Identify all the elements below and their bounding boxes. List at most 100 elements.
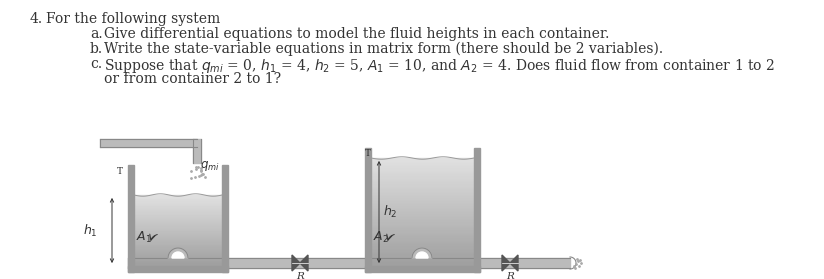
Bar (371, 261, 474, 263)
Bar (134, 207, 222, 209)
Polygon shape (300, 255, 308, 271)
Bar (371, 180, 474, 182)
Text: T: T (365, 149, 371, 158)
Bar (371, 252, 474, 255)
Bar (371, 239, 474, 242)
Bar (371, 174, 474, 177)
Bar (134, 230, 222, 232)
Bar (134, 213, 222, 215)
Bar (371, 225, 474, 228)
Bar (128, 266, 228, 272)
Bar (134, 215, 222, 216)
Bar (134, 209, 222, 211)
Bar (134, 225, 222, 227)
Text: $h_1$: $h_1$ (83, 222, 98, 239)
Bar (100, 139, 197, 147)
Bar (134, 257, 222, 259)
Bar (371, 231, 474, 234)
Polygon shape (502, 255, 510, 271)
Text: b.: b. (90, 42, 103, 56)
Bar (371, 207, 474, 209)
Bar (371, 263, 474, 266)
Text: R: R (296, 272, 304, 279)
Bar (134, 197, 222, 199)
Bar (371, 258, 474, 261)
Polygon shape (292, 255, 300, 271)
Bar (371, 209, 474, 212)
Bar (134, 250, 222, 252)
Bar (371, 212, 474, 215)
Bar (134, 202, 222, 204)
Bar (134, 245, 222, 246)
Bar (371, 166, 474, 169)
Bar (371, 172, 474, 174)
Bar (134, 199, 222, 200)
Wedge shape (416, 252, 428, 258)
Bar (134, 259, 222, 261)
Bar (371, 163, 474, 166)
Polygon shape (510, 255, 518, 271)
Bar (134, 236, 222, 238)
Bar (371, 185, 474, 188)
Bar (134, 206, 222, 207)
Bar (371, 217, 474, 220)
Bar (134, 200, 222, 202)
Bar (371, 223, 474, 225)
Bar (371, 193, 474, 196)
Bar (371, 250, 474, 252)
Bar (134, 264, 222, 266)
Text: R: R (506, 272, 514, 279)
Bar (134, 252, 222, 254)
Bar (134, 216, 222, 218)
Bar (371, 201, 474, 204)
Bar (474, 148, 480, 272)
Bar (371, 182, 474, 185)
Bar (371, 161, 474, 163)
Bar (371, 204, 474, 207)
Wedge shape (168, 248, 188, 258)
Bar (371, 158, 474, 161)
Bar (134, 239, 222, 241)
Bar (371, 169, 474, 172)
Bar (371, 228, 474, 231)
Bar (134, 222, 222, 223)
Bar (371, 196, 474, 198)
Text: $A_1$: $A_1$ (136, 230, 152, 245)
Bar (371, 247, 474, 250)
Bar (134, 218, 222, 220)
Bar (134, 204, 222, 206)
Bar (371, 220, 474, 223)
Text: $h_2$: $h_2$ (383, 204, 397, 220)
Bar (371, 236, 474, 239)
Text: Suppose that $q_{mi}$ = 0, $h_1$ = 4, $h_2$ = 5, $A_1$ = 10, and $A_2$ = 4. Does: Suppose that $q_{mi}$ = 0, $h_1$ = 4, $h… (104, 57, 775, 75)
Text: 4.: 4. (30, 12, 43, 26)
Bar (134, 263, 222, 264)
Text: For the following system: For the following system (46, 12, 220, 26)
Bar (134, 261, 222, 263)
Text: Give differential equations to model the fluid heights in each container.: Give differential equations to model the… (104, 27, 610, 41)
Text: $q_{mi}$: $q_{mi}$ (200, 159, 220, 173)
Bar (134, 243, 222, 245)
Bar (134, 227, 222, 229)
Bar (371, 244, 474, 247)
Text: c.: c. (90, 57, 102, 71)
Bar (365, 266, 480, 272)
Text: T: T (117, 167, 123, 176)
Bar (193, 139, 201, 163)
Bar (134, 254, 222, 255)
Bar (134, 220, 222, 222)
Text: a.: a. (90, 27, 103, 41)
Bar (134, 195, 222, 197)
Bar (134, 232, 222, 234)
Bar (371, 190, 474, 193)
Bar (371, 234, 474, 236)
Bar (134, 246, 222, 248)
Bar (134, 248, 222, 250)
Bar (134, 238, 222, 239)
Bar (371, 242, 474, 244)
Bar (371, 198, 474, 201)
Bar (371, 255, 474, 258)
Text: Write the state-variable equations in matrix form (there should be 2 variables).: Write the state-variable equations in ma… (104, 42, 663, 56)
Bar (371, 215, 474, 217)
Bar (134, 211, 222, 213)
